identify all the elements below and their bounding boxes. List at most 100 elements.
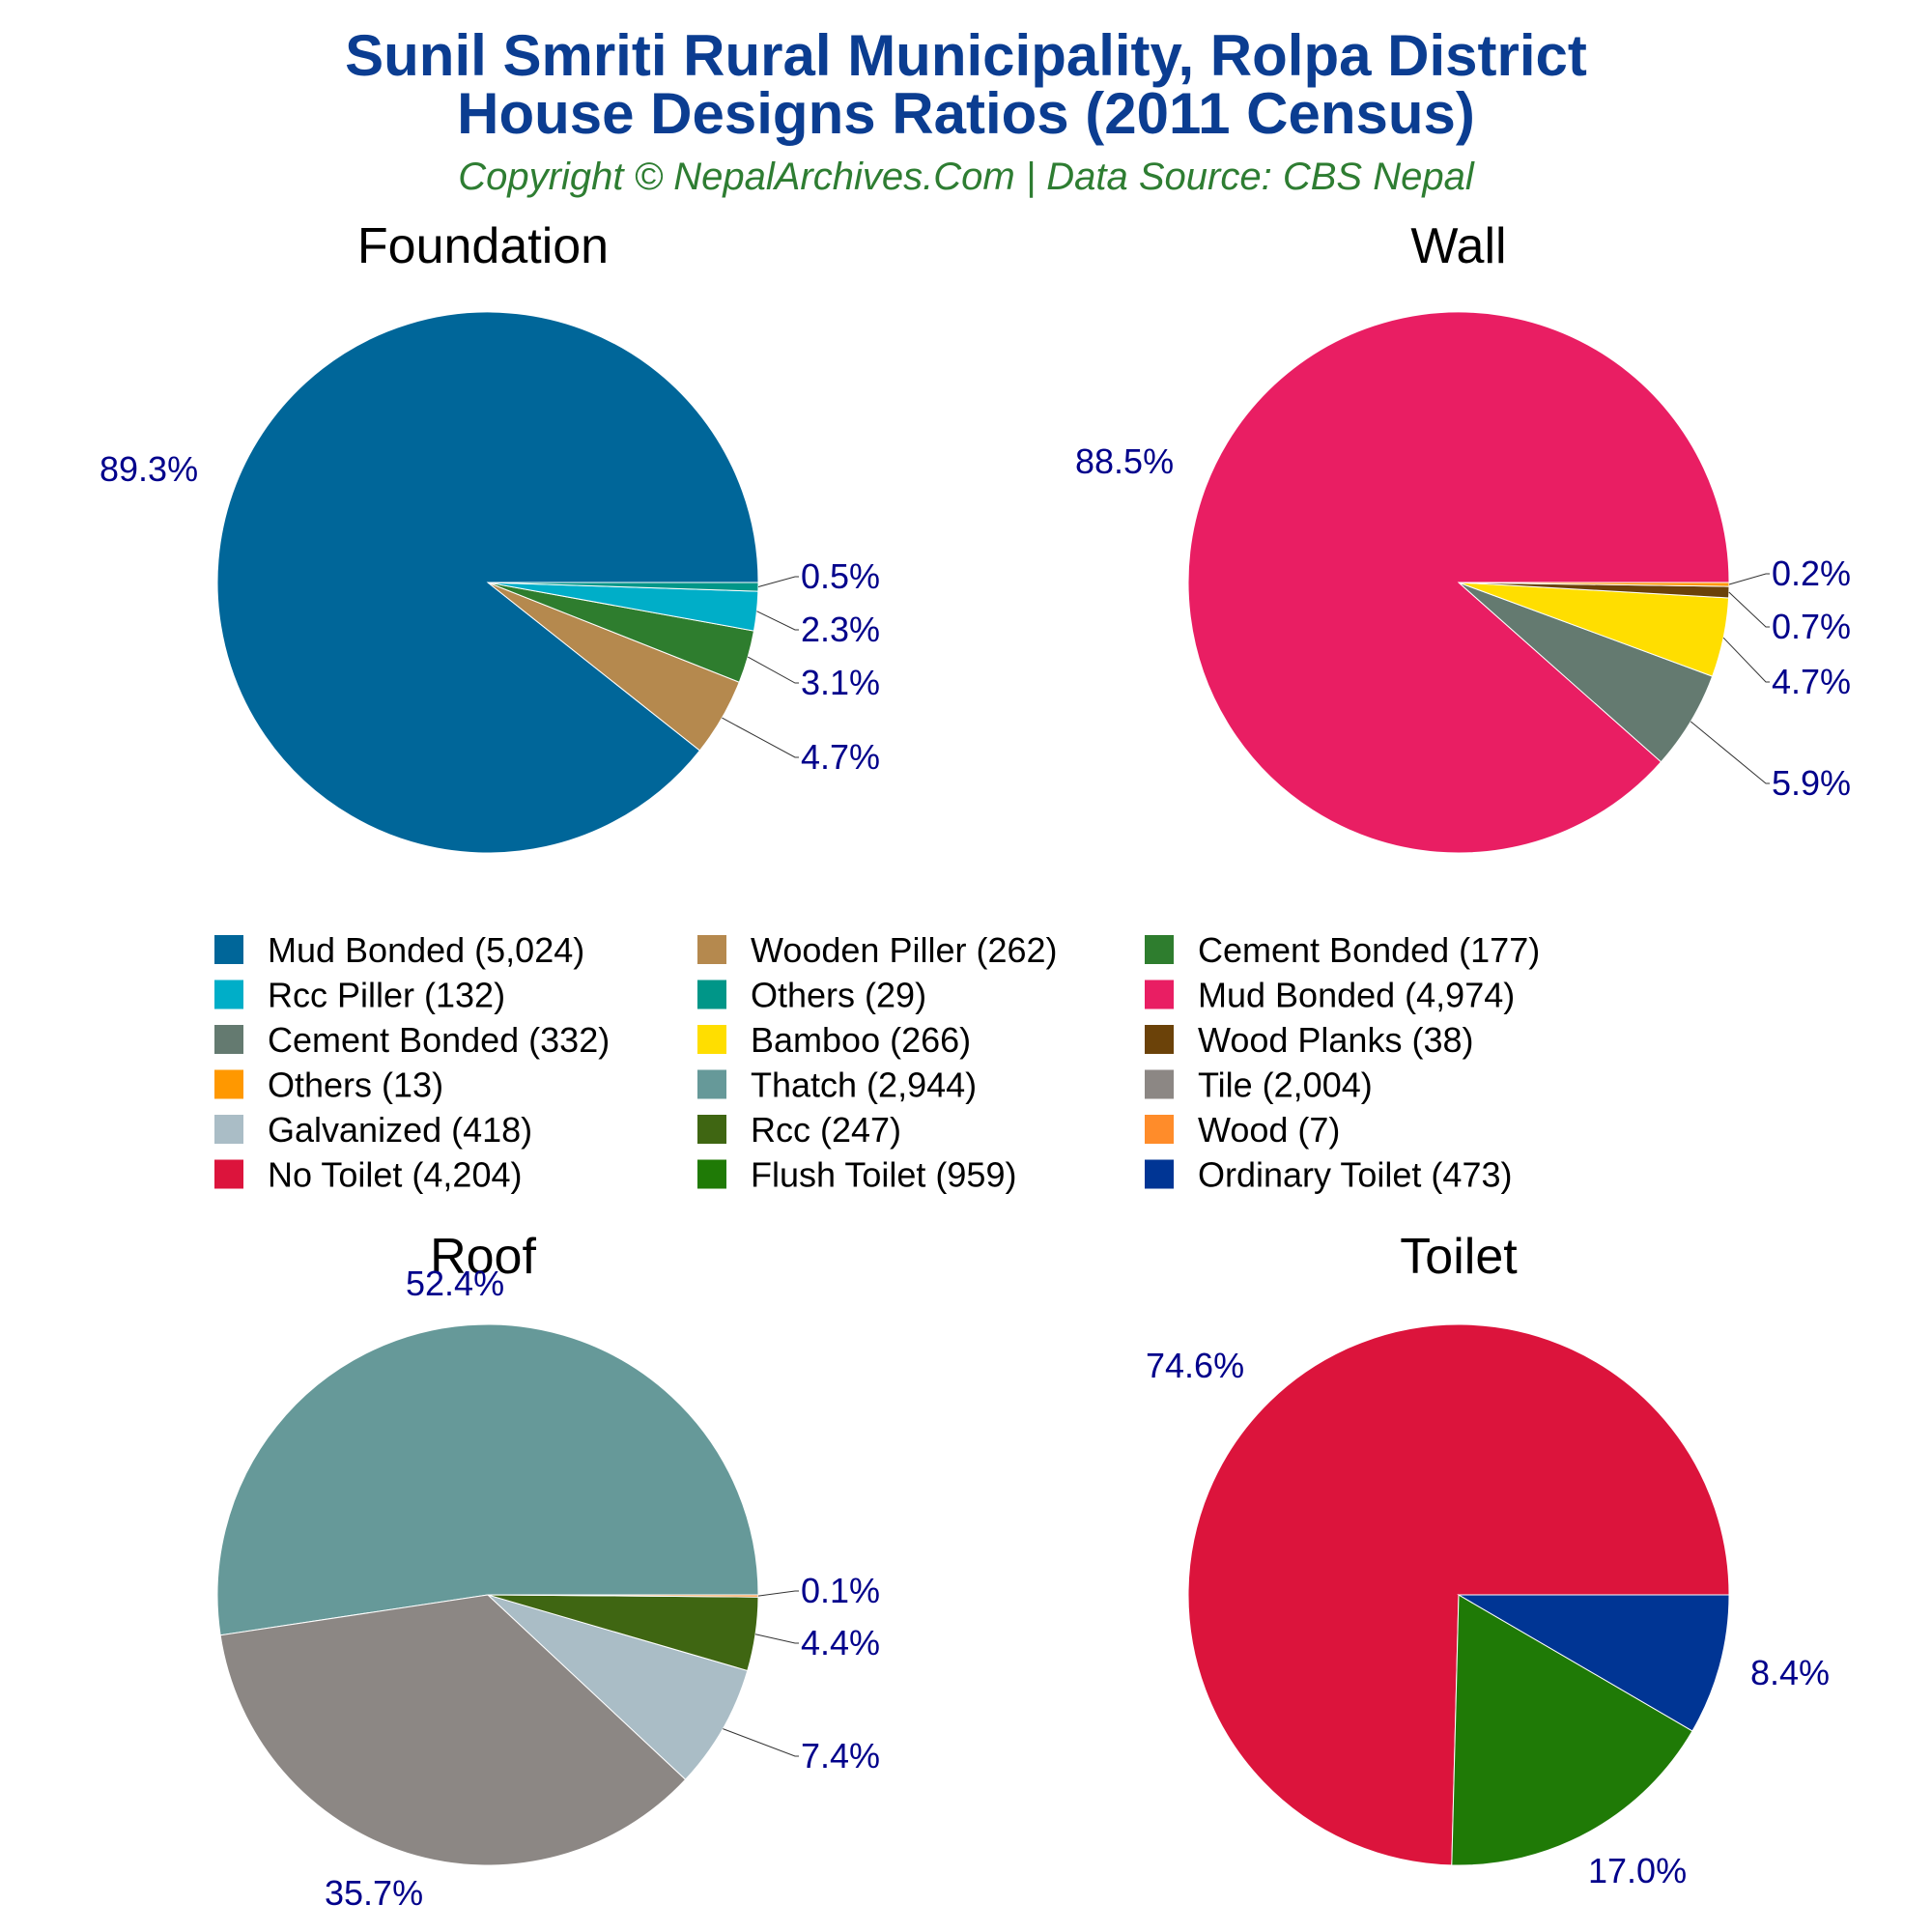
legend-label: Others (29) bbox=[751, 976, 926, 1015]
pct-label-roof-thatch: 52.4% bbox=[406, 1264, 504, 1303]
legend-item: No Toilet (4,204) bbox=[214, 1155, 522, 1195]
legend-item: Tile (2,004) bbox=[1145, 1065, 1373, 1105]
legend-swatch bbox=[1145, 1069, 1174, 1099]
pct-label-foundation-mud-bonded: 89.3% bbox=[99, 449, 198, 489]
legend-label: Wooden Piller (262) bbox=[751, 930, 1058, 970]
leader-line-wall-bamboo bbox=[1722, 637, 1770, 683]
legend-swatch bbox=[697, 1159, 726, 1189]
pct-label-toilet-ordinary-toilet: 8.4% bbox=[1750, 1653, 1830, 1692]
legend-label: Tile (2,004) bbox=[1198, 1065, 1373, 1105]
legend-swatch bbox=[1145, 1115, 1174, 1144]
pct-label-roof-rcc: 4.4% bbox=[801, 1623, 880, 1662]
pie-title-wall: Wall bbox=[1410, 218, 1506, 274]
legend-item: Rcc (247) bbox=[697, 1110, 901, 1150]
legend-swatch bbox=[214, 1025, 243, 1054]
legend-swatch bbox=[214, 1069, 243, 1099]
legend-swatch bbox=[697, 935, 726, 964]
pie-slice-roof-galvanized bbox=[487, 1594, 749, 1780]
pie-slice-wall-others bbox=[1458, 582, 1730, 587]
chart-title-line2: House Designs Ratios (2011 Census) bbox=[457, 81, 1475, 146]
legend-swatch bbox=[1145, 1025, 1174, 1054]
chart-subtitle: Copyright © NepalArchives.Com | Data Sou… bbox=[458, 156, 1475, 198]
pie-slice-foundation-others bbox=[487, 582, 759, 592]
pie-wall: Wall 88.5% 5.9% 4.7% 0.7% 0.2% bbox=[1075, 218, 1851, 854]
legend-swatch bbox=[697, 1069, 726, 1099]
legend-label: Rcc Piller (132) bbox=[268, 976, 505, 1015]
legend-label: Cement Bonded (177) bbox=[1198, 930, 1540, 970]
pie-foundation: Foundation 89.3% 4.7% 3.1% 2.3% 0.5% bbox=[99, 218, 880, 854]
pct-label-toilet-flush-toilet: 17.0% bbox=[1588, 1851, 1687, 1890]
leader-line-foundation-others bbox=[757, 576, 799, 587]
pie-charts: Foundation 89.3% 4.7% 3.1% 2.3% 0.5% Wall 88.5%… bbox=[99, 218, 1851, 1913]
legend-label: Wood (7) bbox=[1198, 1110, 1340, 1150]
pie-slice-toilet-flush-toilet bbox=[1451, 1594, 1693, 1866]
legend-swatch bbox=[214, 1159, 243, 1189]
legend-swatch bbox=[214, 935, 243, 964]
legend-item: Mud Bonded (5,024) bbox=[214, 930, 584, 970]
legend-label: Mud Bonded (5,024) bbox=[268, 930, 584, 970]
legend-swatch bbox=[1145, 1159, 1174, 1189]
pie-slice-roof-tile bbox=[219, 1594, 687, 1866]
leader-line-wall-cement-bonded bbox=[1690, 721, 1770, 784]
legend-item: Flush Toilet (959) bbox=[697, 1155, 1016, 1195]
legend: Mud Bonded (5,024) Wooden Piller (262) Cem… bbox=[214, 930, 1540, 1195]
leader-line-roof-rcc bbox=[754, 1634, 799, 1644]
legend-item: Ordinary Toilet (473) bbox=[1145, 1155, 1512, 1195]
legend-item: Thatch (2,944) bbox=[697, 1065, 977, 1105]
legend-label: Cement Bonded (332) bbox=[268, 1020, 610, 1060]
legend-label: Thatch (2,944) bbox=[751, 1065, 977, 1105]
legend-item: Wood (7) bbox=[1145, 1110, 1340, 1150]
legend-item: Wood Planks (38) bbox=[1145, 1020, 1473, 1060]
pie-title-toilet: Toilet bbox=[1400, 1229, 1518, 1285]
leader-line-foundation-cement-bonded bbox=[747, 656, 799, 684]
legend-item: Bamboo (266) bbox=[697, 1020, 971, 1060]
pct-label-foundation-cement-bonded: 3.1% bbox=[801, 663, 880, 702]
pct-label-foundation-others: 0.5% bbox=[801, 556, 880, 596]
legend-label: Wood Planks (38) bbox=[1198, 1020, 1473, 1060]
legend-swatch bbox=[1145, 935, 1174, 964]
legend-item: Galvanized (418) bbox=[214, 1110, 532, 1150]
pct-label-foundation-rcc-piller: 2.3% bbox=[801, 610, 880, 649]
pct-label-wall-mud-bonded: 88.5% bbox=[1075, 441, 1174, 481]
pct-label-foundation-wooden-piller: 4.7% bbox=[801, 737, 880, 777]
legend-swatch bbox=[214, 980, 243, 1009]
legend-label: Mud Bonded (4,974) bbox=[1198, 976, 1515, 1015]
legend-item: Cement Bonded (332) bbox=[214, 1020, 610, 1060]
pct-label-roof-galvanized: 7.4% bbox=[801, 1736, 880, 1776]
legend-swatch bbox=[697, 980, 726, 1009]
leader-line-wall-wood-planks bbox=[1728, 591, 1770, 628]
pie-toilet: Toilet 74.6% 17.0% 8.4% bbox=[1146, 1229, 1830, 1890]
pie-slice-toilet-ordinary-toilet bbox=[1457, 1594, 1730, 1732]
pct-label-roof-wood: 0.1% bbox=[801, 1571, 880, 1610]
legend-item: Mud Bonded (4,974) bbox=[1145, 976, 1515, 1015]
legend-label: Rcc (247) bbox=[751, 1110, 901, 1150]
legend-swatch bbox=[1145, 980, 1174, 1009]
legend-item: Others (13) bbox=[214, 1065, 443, 1105]
legend-label: Flush Toilet (959) bbox=[751, 1155, 1016, 1195]
legend-swatch bbox=[697, 1115, 726, 1144]
pct-label-wall-bamboo: 4.7% bbox=[1772, 662, 1851, 701]
pie-slice-roof-wood bbox=[487, 1594, 759, 1598]
legend-swatch bbox=[214, 1115, 243, 1144]
legend-swatch bbox=[697, 1025, 726, 1054]
pct-label-toilet-no-toilet: 74.6% bbox=[1146, 1346, 1244, 1385]
pct-label-roof-tile: 35.7% bbox=[325, 1873, 423, 1913]
leader-line-roof-wood bbox=[757, 1590, 799, 1597]
legend-label: Galvanized (418) bbox=[268, 1110, 532, 1150]
legend-item: Others (29) bbox=[697, 976, 926, 1015]
leader-line-roof-galvanized bbox=[723, 1728, 799, 1757]
chart-title-line1: Sunil Smriti Rural Municipality, Rolpa D… bbox=[345, 23, 1587, 88]
legend-item: Rcc Piller (132) bbox=[214, 976, 505, 1015]
legend-label: Ordinary Toilet (473) bbox=[1198, 1155, 1512, 1195]
legend-label: Others (13) bbox=[268, 1065, 443, 1105]
pie-title-foundation: Foundation bbox=[357, 218, 609, 274]
pct-label-wall-wood-planks: 0.7% bbox=[1772, 607, 1851, 646]
legend-item: Cement Bonded (177) bbox=[1145, 930, 1540, 970]
leader-line-foundation-wooden-piller bbox=[722, 717, 799, 758]
pct-label-wall-cement-bonded: 5.9% bbox=[1772, 763, 1851, 803]
pie-slice-roof-thatch bbox=[216, 1323, 759, 1636]
leader-line-wall-others bbox=[1728, 573, 1770, 585]
pct-label-wall-others: 0.2% bbox=[1772, 554, 1851, 593]
